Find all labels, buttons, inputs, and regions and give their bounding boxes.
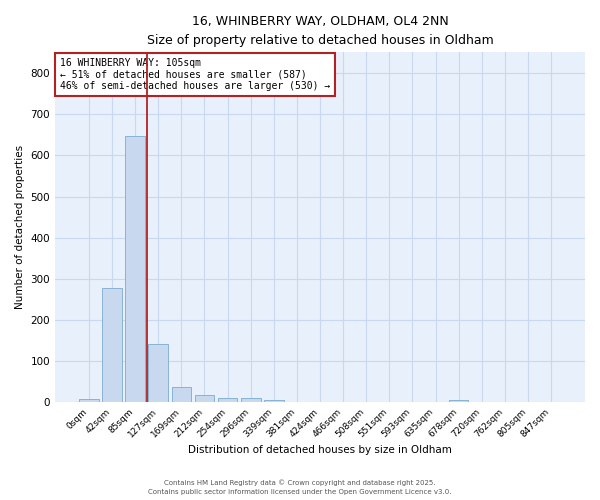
- Y-axis label: Number of detached properties: Number of detached properties: [15, 146, 25, 310]
- Text: 16 WHINBERRY WAY: 105sqm
← 51% of detached houses are smaller (587)
46% of semi-: 16 WHINBERRY WAY: 105sqm ← 51% of detach…: [61, 58, 331, 91]
- Title: 16, WHINBERRY WAY, OLDHAM, OL4 2NN
Size of property relative to detached houses : 16, WHINBERRY WAY, OLDHAM, OL4 2NN Size …: [146, 15, 493, 47]
- Bar: [102, 288, 122, 403]
- Bar: [172, 387, 191, 402]
- Bar: [241, 398, 260, 402]
- Bar: [194, 395, 214, 402]
- Bar: [148, 344, 168, 403]
- X-axis label: Distribution of detached houses by size in Oldham: Distribution of detached houses by size …: [188, 445, 452, 455]
- Bar: [79, 399, 99, 402]
- Bar: [125, 136, 145, 402]
- Bar: [218, 398, 238, 402]
- Bar: [264, 400, 284, 402]
- Text: Contains HM Land Registry data © Crown copyright and database right 2025.
Contai: Contains HM Land Registry data © Crown c…: [148, 480, 452, 495]
- Bar: [449, 400, 469, 402]
